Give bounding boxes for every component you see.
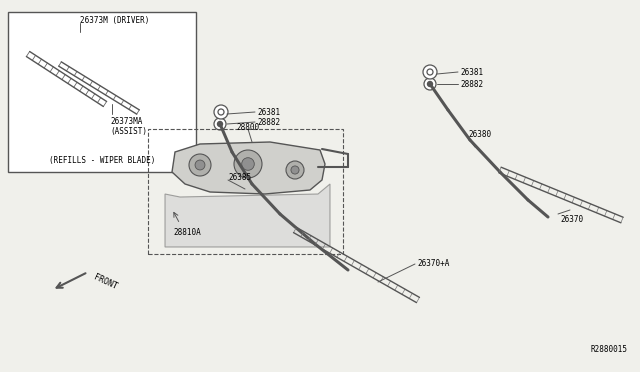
Text: 26381: 26381 (460, 67, 483, 77)
Text: FRONT: FRONT (92, 273, 118, 291)
Text: 26381: 26381 (257, 108, 280, 116)
Polygon shape (172, 142, 325, 194)
Text: (REFILLS - WIPER BLADE): (REFILLS - WIPER BLADE) (49, 155, 155, 164)
Circle shape (218, 109, 224, 115)
Text: 26380: 26380 (468, 129, 491, 138)
Circle shape (286, 161, 304, 179)
Text: R2880015: R2880015 (591, 345, 628, 354)
Text: 28882: 28882 (257, 118, 280, 126)
Circle shape (234, 150, 262, 178)
Polygon shape (165, 184, 330, 247)
Text: 26373M (DRIVER): 26373M (DRIVER) (80, 16, 149, 25)
Circle shape (195, 160, 205, 170)
Circle shape (291, 166, 299, 174)
Circle shape (242, 158, 254, 170)
Text: 28882: 28882 (460, 80, 483, 89)
Bar (148, 129, 343, 254)
Text: 26370+A: 26370+A (417, 260, 449, 269)
Circle shape (218, 122, 223, 126)
Circle shape (427, 69, 433, 75)
Circle shape (214, 105, 228, 119)
Circle shape (428, 81, 433, 87)
Text: 26370: 26370 (560, 215, 583, 224)
Circle shape (423, 65, 437, 79)
Circle shape (214, 118, 226, 130)
Text: 28810A: 28810A (173, 228, 201, 237)
Circle shape (189, 154, 211, 176)
Text: 28800: 28800 (236, 122, 260, 131)
Circle shape (424, 78, 436, 90)
Text: 26385: 26385 (228, 173, 251, 182)
Text: 26373MA
(ASSIST): 26373MA (ASSIST) (110, 117, 147, 137)
Bar (8, 12, 196, 172)
